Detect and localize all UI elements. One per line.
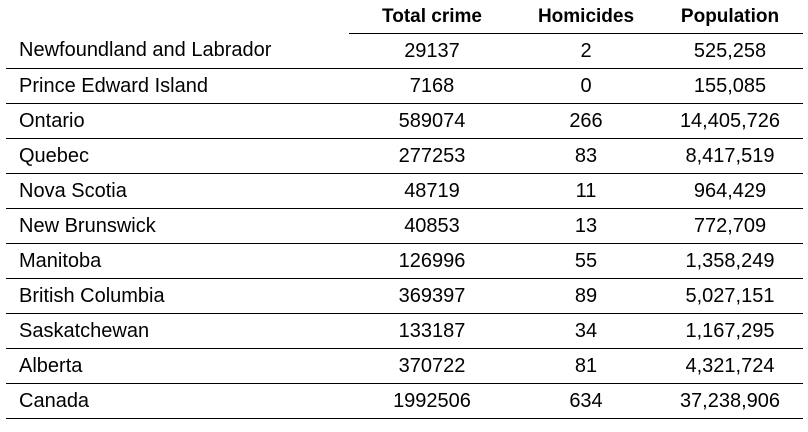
table-header-row: Total crime Homicides Population bbox=[6, 0, 803, 34]
total-crime-cell: 48719 bbox=[349, 173, 515, 209]
population-cell: 1,358,249 bbox=[657, 243, 803, 279]
table-row: Prince Edward Island 7168 0 155,085 bbox=[6, 68, 803, 104]
total-crime-cell: 369397 bbox=[349, 278, 515, 314]
table-row: Saskatchewan 133187 34 1,167,295 bbox=[6, 313, 803, 349]
total-crime-cell: 40853 bbox=[349, 208, 515, 244]
total-crime-cell: 126996 bbox=[349, 243, 515, 279]
region-cell: Ontario bbox=[6, 103, 349, 139]
region-cell: New Brunswick bbox=[6, 208, 349, 244]
homicides-cell: 34 bbox=[515, 313, 657, 349]
population-cell: 964,429 bbox=[657, 173, 803, 209]
region-cell: Newfoundland and Labrador bbox=[6, 33, 349, 69]
column-header-total-crime: Total crime bbox=[349, 0, 515, 34]
population-cell: 5,027,151 bbox=[657, 278, 803, 314]
homicides-cell: 89 bbox=[515, 278, 657, 314]
region-cell: Alberta bbox=[6, 348, 349, 384]
table-row: Nova Scotia 48719 11 964,429 bbox=[6, 173, 803, 209]
homicides-cell: 11 bbox=[515, 173, 657, 209]
total-crime-cell: 1992506 bbox=[349, 383, 515, 419]
total-crime-cell: 589074 bbox=[349, 103, 515, 139]
population-cell: 4,321,724 bbox=[657, 348, 803, 384]
total-crime-cell: 133187 bbox=[349, 313, 515, 349]
table-row: British Columbia 369397 89 5,027,151 bbox=[6, 278, 803, 314]
homicides-cell: 81 bbox=[515, 348, 657, 384]
population-cell: 155,085 bbox=[657, 68, 803, 104]
population-cell: 14,405,726 bbox=[657, 103, 803, 139]
region-cell: Saskatchewan bbox=[6, 313, 349, 349]
table-row: Newfoundland and Labrador 29137 2 525,25… bbox=[6, 33, 803, 69]
region-cell: British Columbia bbox=[6, 278, 349, 314]
homicides-cell: 634 bbox=[515, 383, 657, 419]
table-row: Manitoba 126996 55 1,358,249 bbox=[6, 243, 803, 279]
table-row: Alberta 370722 81 4,321,724 bbox=[6, 348, 803, 384]
homicides-cell: 2 bbox=[515, 33, 657, 69]
homicides-cell: 55 bbox=[515, 243, 657, 279]
population-cell: 8,417,519 bbox=[657, 138, 803, 174]
population-cell: 37,238,906 bbox=[657, 383, 803, 419]
population-cell: 1,167,295 bbox=[657, 313, 803, 349]
region-cell: Quebec bbox=[6, 138, 349, 174]
table-row: New Brunswick 40853 13 772,709 bbox=[6, 208, 803, 244]
homicides-cell: 0 bbox=[515, 68, 657, 104]
region-cell: Prince Edward Island bbox=[6, 68, 349, 104]
column-header-homicides: Homicides bbox=[515, 0, 657, 34]
homicides-cell: 83 bbox=[515, 138, 657, 174]
column-header-region bbox=[6, 0, 349, 34]
total-crime-cell: 29137 bbox=[349, 33, 515, 69]
region-cell: Canada bbox=[6, 383, 349, 419]
population-cell: 772,709 bbox=[657, 208, 803, 244]
table-row: Ontario 589074 266 14,405,726 bbox=[6, 103, 803, 139]
table-row: Quebec 277253 83 8,417,519 bbox=[6, 138, 803, 174]
region-cell: Nova Scotia bbox=[6, 173, 349, 209]
column-header-population: Population bbox=[657, 0, 803, 34]
population-cell: 525,258 bbox=[657, 33, 803, 69]
crime-statistics-table: Total crime Homicides Population Newfoun… bbox=[6, 0, 803, 419]
table-row: Canada 1992506 634 37,238,906 bbox=[6, 383, 803, 419]
region-cell: Manitoba bbox=[6, 243, 349, 279]
homicides-cell: 266 bbox=[515, 103, 657, 139]
total-crime-cell: 370722 bbox=[349, 348, 515, 384]
homicides-cell: 13 bbox=[515, 208, 657, 244]
total-crime-cell: 277253 bbox=[349, 138, 515, 174]
total-crime-cell: 7168 bbox=[349, 68, 515, 104]
